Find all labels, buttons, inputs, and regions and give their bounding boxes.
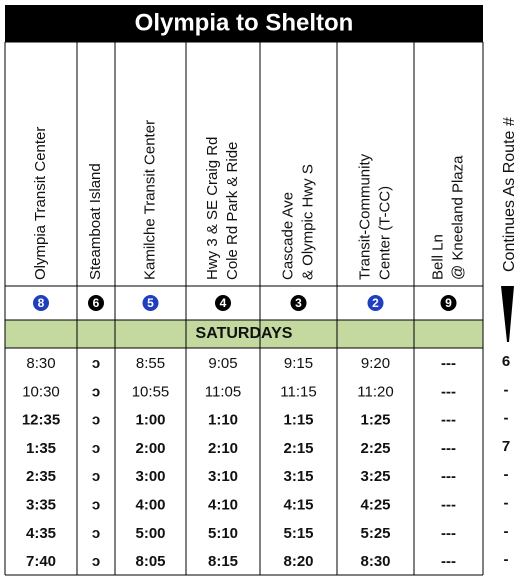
- continues-value: -: [504, 410, 509, 427]
- route-number: 5: [147, 296, 154, 310]
- route-badge: [142, 295, 159, 311]
- time-cell: ↄ: [92, 496, 100, 513]
- time-cell: ---: [441, 355, 456, 372]
- stop-name: Kamilche Transit Center: [141, 120, 158, 280]
- time-cell: 2:25: [360, 440, 390, 457]
- time-cell: 8:15: [208, 553, 238, 570]
- time-cell: ↄ: [92, 440, 100, 457]
- continues-value: -: [504, 494, 509, 511]
- time-cell: 1:35: [26, 440, 56, 457]
- time-cell: 9:20: [361, 355, 390, 372]
- wedge: [501, 286, 514, 342]
- route-badge: [290, 295, 307, 311]
- time-cell: ---: [441, 553, 456, 570]
- time-cell: 9:15: [284, 355, 313, 372]
- continues-value: -: [504, 381, 509, 398]
- time-cell: 1:25: [360, 412, 390, 429]
- time-cell: 2:15: [283, 440, 313, 457]
- time-cell: 12:35: [22, 412, 60, 429]
- stop-name: @ Kneeland Plaza: [449, 155, 466, 280]
- section-bar: [5, 320, 483, 348]
- time-cell: 10:30: [22, 383, 60, 400]
- time-cell: 7:40: [26, 553, 56, 570]
- time-cell: 1:00: [135, 412, 165, 429]
- time-cell: ---: [441, 440, 456, 457]
- title-bar: [5, 5, 483, 42]
- time-cell: 1:10: [208, 412, 238, 429]
- time-cell: 3:25: [360, 468, 390, 485]
- route-badge: [215, 295, 231, 311]
- time-cell: 3:15: [283, 468, 313, 485]
- time-cell: 9:05: [208, 355, 237, 372]
- route-badge: [440, 295, 457, 311]
- route-badge: [88, 295, 104, 311]
- continues-value: 6: [502, 353, 510, 370]
- time-cell: ↄ: [92, 412, 100, 429]
- stop-name: Olympia Transit Center: [32, 127, 49, 280]
- time-cell: 8:20: [283, 553, 313, 570]
- stop-name: & Olympic Hwy S: [299, 164, 316, 280]
- stop-name: Bell Ln: [429, 234, 446, 280]
- time-cell: 3:35: [26, 496, 56, 513]
- time-cell: 3:10: [208, 468, 238, 485]
- continues-value: 7: [502, 438, 510, 455]
- time-cell: 8:05: [135, 553, 165, 570]
- continues-value: -: [504, 523, 509, 540]
- stop-name: Hwy 3 & SE Craig Rd: [204, 137, 221, 280]
- stop-name: Steamboat Island: [87, 163, 104, 280]
- route-number: 3: [295, 296, 302, 310]
- time-cell: ↄ: [92, 525, 100, 542]
- time-cell: ---: [441, 412, 456, 429]
- time-cell: 2:35: [26, 468, 56, 485]
- time-cell: 4:00: [135, 496, 165, 513]
- time-cell: ---: [441, 496, 456, 513]
- time-cell: 8:30: [360, 553, 390, 570]
- route-number: 9: [445, 296, 452, 310]
- time-cell: 2:10: [208, 440, 238, 457]
- stop-name: Center (T-CC): [376, 186, 393, 280]
- time-cell: 8:55: [136, 355, 165, 372]
- continues-value: -: [504, 551, 509, 568]
- time-cell: ↄ: [92, 468, 100, 485]
- time-cell: 10:55: [132, 383, 170, 400]
- continues-value: -: [504, 466, 509, 483]
- time-cell: 5:10: [208, 525, 238, 542]
- time-cell: 4:35: [26, 525, 56, 542]
- continues-label: Continues As Route #: [501, 117, 518, 272]
- time-cell: 5:15: [283, 525, 313, 542]
- time-cell: 8:30: [26, 355, 55, 372]
- time-cell: ---: [441, 525, 456, 542]
- title: Olympia to Shelton: [135, 9, 354, 36]
- time-cell: ---: [441, 468, 456, 485]
- time-cell: ↄ: [92, 553, 100, 570]
- time-cell: ---: [441, 383, 456, 400]
- time-cell: 11:05: [205, 383, 241, 400]
- time-cell: 4:10: [208, 496, 238, 513]
- route-number: 2: [372, 296, 379, 310]
- time-cell: 11:20: [357, 383, 393, 400]
- route-badge: [367, 295, 384, 311]
- route-number: 4: [220, 296, 227, 310]
- route-number: 8: [38, 296, 45, 310]
- time-cell: 2:00: [135, 440, 165, 457]
- time-cell: 5:00: [135, 525, 165, 542]
- time-cell: ↄ: [92, 355, 100, 372]
- time-cell: 4:25: [360, 496, 390, 513]
- route-badge: [33, 295, 49, 311]
- time-cell: 11:15: [280, 383, 316, 400]
- route-number: 6: [93, 296, 100, 310]
- stop-name: Cascade Ave: [279, 192, 296, 280]
- time-cell: 3:00: [135, 468, 165, 485]
- time-cell: 5:25: [360, 525, 390, 542]
- section-label: SATURDAYS: [196, 325, 293, 342]
- stop-name: Cole Rd Park & Ride: [224, 142, 241, 280]
- time-cell: ↄ: [92, 383, 100, 400]
- stop-name: Transit-Community: [356, 153, 373, 280]
- time-cell: 4:15: [283, 496, 313, 513]
- time-cell: 1:15: [283, 412, 313, 429]
